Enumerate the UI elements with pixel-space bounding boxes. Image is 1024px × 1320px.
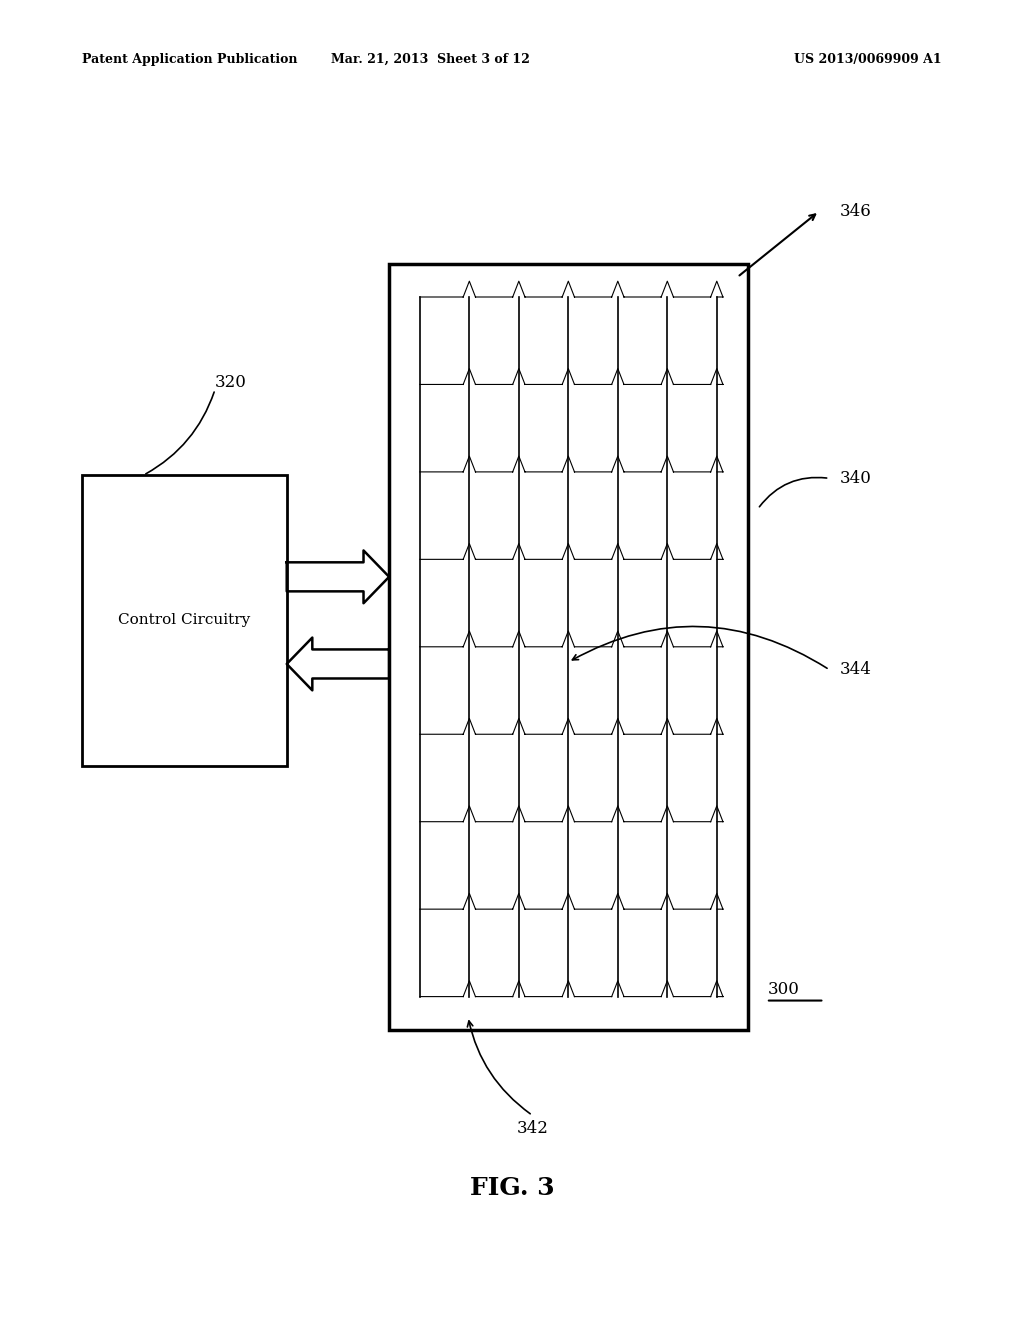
Text: 342: 342 <box>516 1121 549 1137</box>
Bar <box>82 475 287 766</box>
Text: US 2013/0069909 A1: US 2013/0069909 A1 <box>795 53 942 66</box>
Text: 300: 300 <box>768 982 800 998</box>
Text: 340: 340 <box>840 470 871 487</box>
Text: FIG. 3: FIG. 3 <box>470 1176 554 1200</box>
Text: 346: 346 <box>840 203 871 219</box>
Text: 320: 320 <box>215 375 247 391</box>
Bar <box>389 264 748 1030</box>
Text: Mar. 21, 2013  Sheet 3 of 12: Mar. 21, 2013 Sheet 3 of 12 <box>331 53 529 66</box>
Text: 344: 344 <box>840 661 871 678</box>
Text: Patent Application Publication: Patent Application Publication <box>82 53 297 66</box>
Text: Control Circuitry: Control Circuitry <box>118 614 251 627</box>
